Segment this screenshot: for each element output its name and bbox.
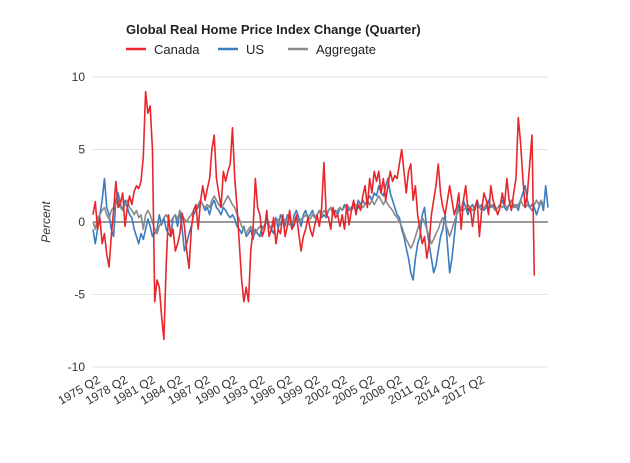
y-tick-label: 0 <box>78 215 85 229</box>
y-tick-label: -10 <box>68 360 86 374</box>
y-tick-label: 5 <box>78 143 85 157</box>
legend-item-canada[interactable]: Canada <box>126 42 200 57</box>
legend-label: Canada <box>154 42 200 57</box>
legend-item-aggregate[interactable]: Aggregate <box>288 42 376 57</box>
y-axis-ticks: 10 5 0 -5 -10 <box>68 70 86 374</box>
legend-item-us[interactable]: US <box>218 42 264 57</box>
legend-label: Aggregate <box>316 42 376 57</box>
y-axis-label: Percent <box>39 201 53 243</box>
y-tick-label: -5 <box>74 288 85 302</box>
y-tick-label: 10 <box>72 70 86 84</box>
series-line-canada <box>92 90 536 341</box>
series-lines <box>92 90 549 341</box>
legend[interactable]: Canada US Aggregate <box>126 42 376 57</box>
chart-title: Global Real Home Price Index Change (Qua… <box>126 22 421 37</box>
legend-label: US <box>246 42 264 57</box>
